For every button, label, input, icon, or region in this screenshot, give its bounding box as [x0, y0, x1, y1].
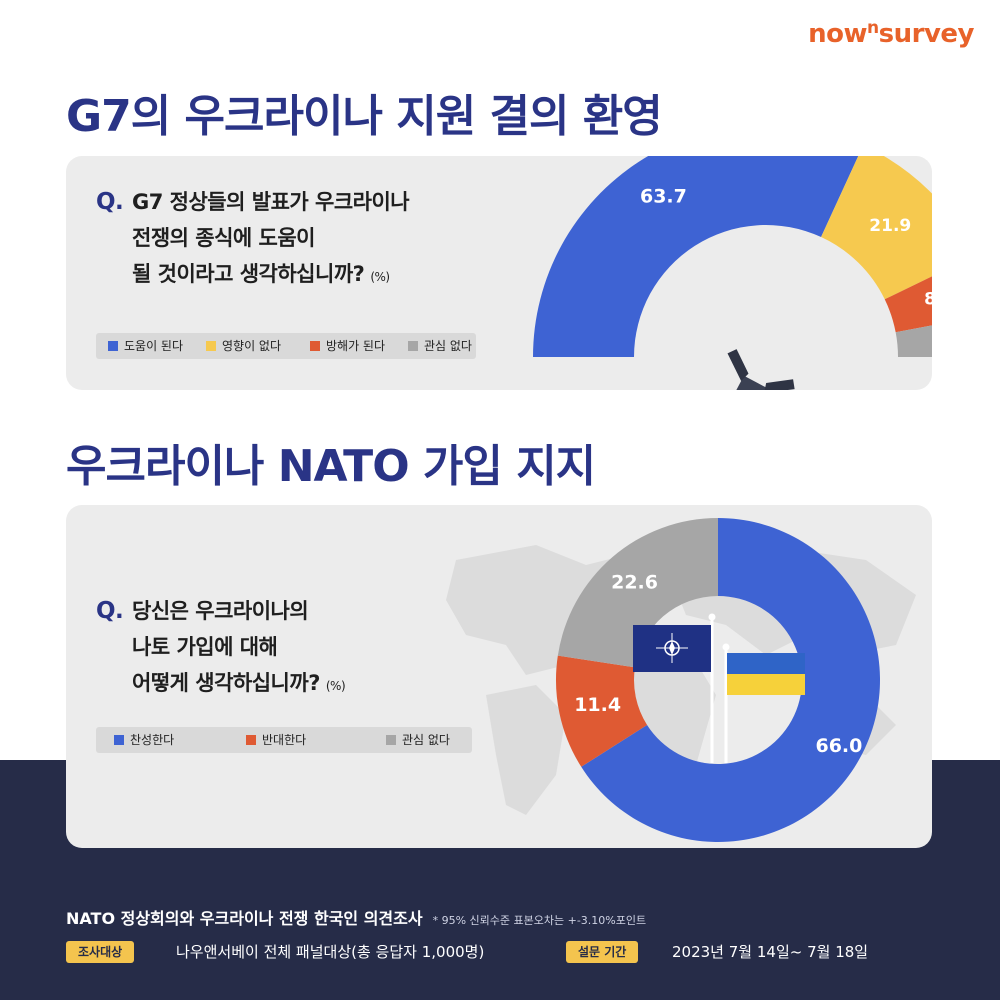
unit-label: (%) [325, 679, 346, 693]
legend-swatch [408, 341, 418, 351]
legend-item: 도움이 된다 [108, 333, 183, 359]
unit-label: (%) [370, 270, 390, 284]
chart-slice [895, 325, 932, 357]
question-line: 전쟁의 종식에 도움이 [132, 226, 316, 250]
g7-half-donut-chart: 63.721.98.46.0 [533, 156, 932, 390]
chart-slice [581, 518, 880, 842]
survey-title: NATO 정상회의와 우크라이나 전쟁 한국인 의견조사 * 95% 신뢰수준 표… [66, 909, 647, 928]
data-label: 66.0 [815, 735, 862, 757]
g7-survey-card: Q. G7 정상들의 발표가 우크라이나 전쟁의 종식에 도움이 될 것이라고 … [66, 156, 932, 390]
legend-item: 반대한다 [246, 727, 306, 753]
data-label: 21.9 [869, 216, 911, 236]
legend-swatch [206, 341, 216, 351]
question-line: G7 정상들의 발표가 우크라이나 [132, 190, 410, 214]
question-line: 어떻게 생각하십니까? (%) [132, 671, 346, 695]
nato-donut-chart: 66.0 11.4 22.6 [556, 518, 880, 842]
period-text: 2023년 7월 14일~ 7월 18일 [672, 943, 869, 961]
period-tag: 설문 기간 [566, 941, 639, 963]
question-line: 나토 가입에 대해 [132, 635, 278, 659]
legend-item: 관심 없다 [408, 333, 472, 359]
question-line: 당신은 우크라이나의 [132, 599, 309, 623]
legend-swatch [386, 735, 396, 745]
chart-slice [884, 276, 932, 333]
chart-slice [821, 156, 932, 300]
section1-title: G7의 우크라이나 지원 결의 환영 [66, 91, 663, 142]
legend-item: 관심 없다 [386, 727, 450, 753]
legend-item: 방해가 된다 [310, 333, 385, 359]
data-label: 11.4 [574, 694, 621, 716]
data-label: 22.6 [611, 571, 658, 593]
target-tag: 조사대상 [66, 941, 135, 963]
data-label: 63.7 [640, 186, 687, 208]
chart-slice [557, 518, 718, 668]
question-mark: Q. [96, 598, 124, 624]
ukraine-flag-icon [727, 653, 805, 695]
legend-item: 영향이 없다 [206, 333, 281, 359]
g7-question: Q. G7 정상들의 발표가 우크라이나 전쟁의 종식에 도움이 될 것이라고 … [96, 184, 410, 295]
flag-pole-top [722, 643, 730, 651]
chart2-legend: 찬성한다 반대한다 관심 없다 [96, 727, 472, 753]
nato-flag-icon [633, 625, 711, 672]
brand-logo: nownsurvey [808, 18, 974, 49]
chart-slice [556, 655, 648, 767]
question-line: 될 것이라고 생각하십니까? (%) [132, 262, 390, 286]
nato-question: Q. 당신은 우크라이나의 나토 가입에 대해 어떻게 생각하십니까? (%) [96, 593, 346, 704]
data-label: 8.4 [924, 290, 932, 310]
legend-item: 찬성한다 [114, 727, 174, 753]
question-mark: Q. [96, 189, 124, 215]
section2-title: 우크라이나 NATO 가입 지지 [66, 441, 596, 492]
chart-slice [533, 156, 859, 357]
missile-icon [727, 349, 795, 390]
target-text: 나우앤서베이 전체 패널대상(총 응답자 1,000명) [176, 943, 485, 961]
legend-swatch [108, 341, 118, 351]
survey-note: * 95% 신뢰수준 표본오차는 +-3.10%포인트 [432, 914, 647, 927]
chart1-legend: 도움이 된다 영향이 없다 방해가 된다 관심 없다 [96, 333, 476, 359]
flag-pole-top [708, 613, 716, 621]
legend-swatch [246, 735, 256, 745]
legend-swatch [114, 735, 124, 745]
legend-swatch [310, 341, 320, 351]
nato-survey-card: Q. 당신은 우크라이나의 나토 가입에 대해 어떻게 생각하십니까? (%) 찬… [66, 505, 932, 848]
